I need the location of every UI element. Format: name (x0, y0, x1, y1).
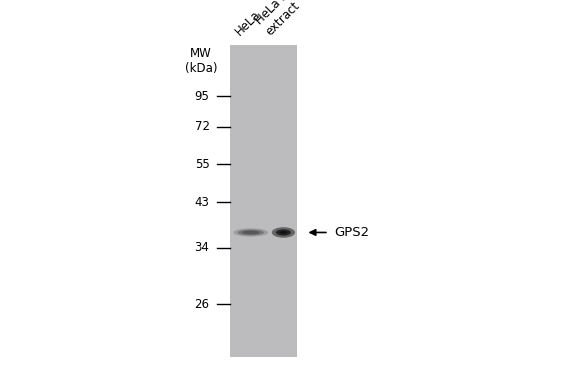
Text: 34: 34 (194, 241, 210, 254)
Text: GPS2: GPS2 (335, 226, 370, 239)
Ellipse shape (276, 229, 291, 235)
Ellipse shape (237, 229, 264, 235)
Text: 43: 43 (194, 196, 210, 209)
Text: 72: 72 (194, 120, 210, 133)
Ellipse shape (279, 231, 288, 234)
Text: 95: 95 (194, 90, 210, 103)
Text: HeLa: HeLa (232, 8, 262, 38)
Ellipse shape (242, 231, 260, 234)
Ellipse shape (233, 228, 268, 237)
FancyBboxPatch shape (230, 45, 297, 357)
Text: HeLa nuclear
extract: HeLa nuclear extract (253, 0, 327, 38)
Text: 26: 26 (194, 298, 210, 311)
Text: 55: 55 (195, 158, 210, 171)
Text: MW
(kDa): MW (kDa) (184, 47, 217, 75)
Ellipse shape (272, 227, 295, 238)
